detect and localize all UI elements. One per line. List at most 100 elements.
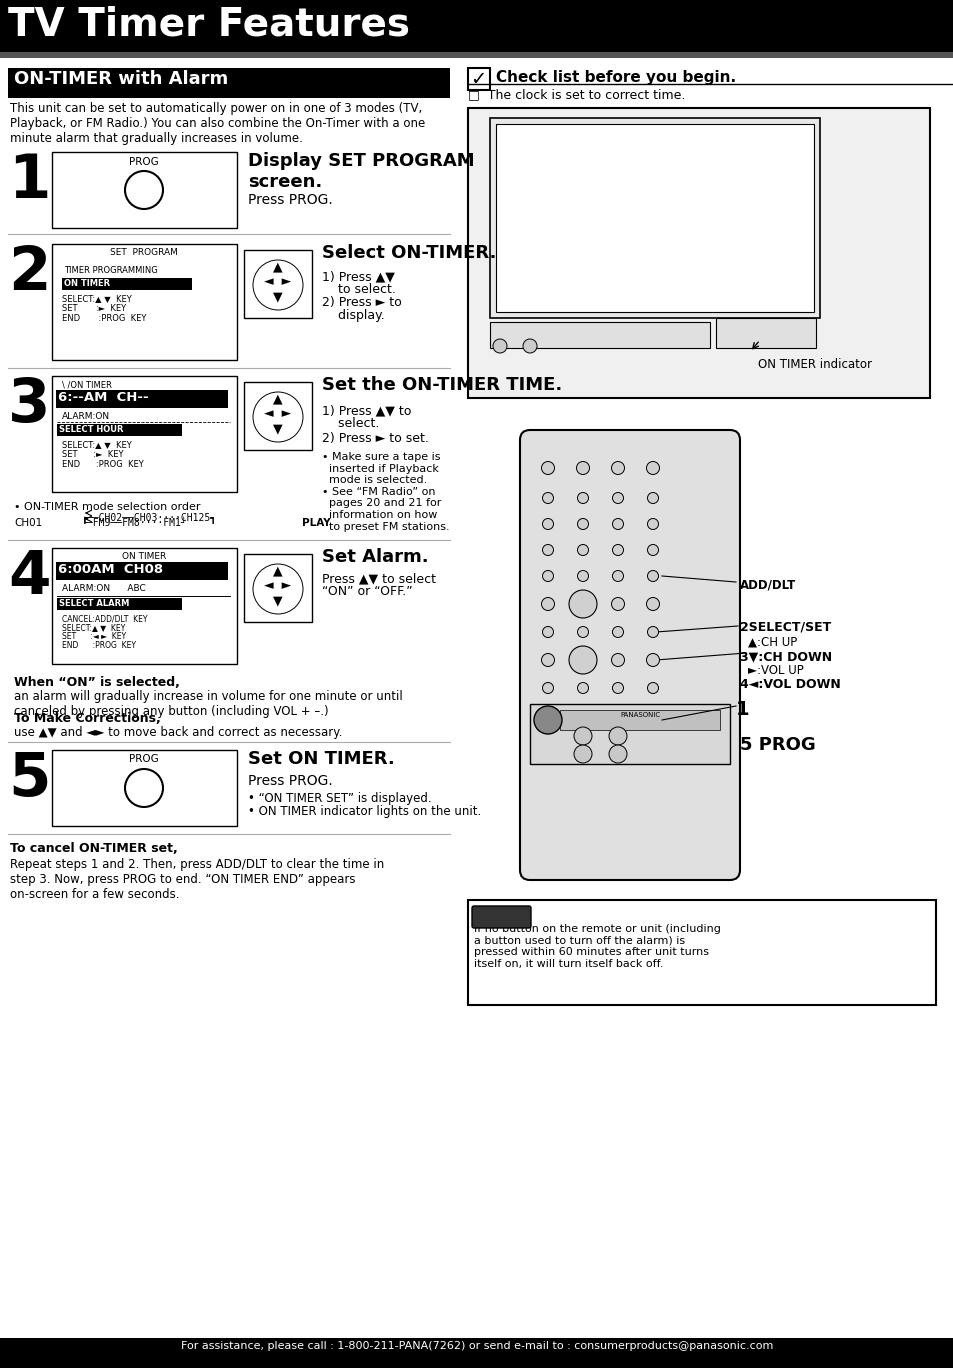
Text: • ON TIMER indicator lights on the unit.: • ON TIMER indicator lights on the unit. [248, 804, 480, 818]
Text: 2) Press ► to set.: 2) Press ► to set. [322, 432, 429, 445]
Text: ┏──CH02──CH03····CH125┓: ┏──CH02──CH03····CH125┓ [82, 512, 217, 523]
Text: └─FM9──FM8····FM1┘: └─FM9──FM8····FM1┘ [82, 518, 188, 528]
Bar [468, 900, 935, 1005]
Bar [496, 124, 813, 312]
Bar [8, 68, 450, 98]
Text: ◄  ►: ◄ ► [264, 275, 292, 289]
Text: PROG: PROG [129, 157, 159, 167]
Text: ▼: ▼ [273, 594, 282, 607]
Text: Set ON TIMER.: Set ON TIMER. [248, 750, 395, 767]
Circle shape [612, 492, 623, 503]
Circle shape [647, 683, 658, 694]
Circle shape [125, 171, 163, 209]
Circle shape [577, 570, 588, 581]
Text: 6:00AM  CH08: 6:00AM CH08 [58, 564, 163, 576]
Text: ◄  ►: ◄ ► [264, 408, 292, 420]
Circle shape [541, 654, 554, 666]
Text: When “ON” is selected,: When “ON” is selected, [14, 676, 180, 689]
Text: 2: 2 [8, 244, 51, 302]
Bar [0, 52, 953, 57]
Text: 4: 4 [8, 549, 51, 607]
Bar [490, 321, 709, 347]
Circle shape [611, 598, 624, 610]
Circle shape [542, 518, 553, 529]
Text: SET       :►  KEY: SET :► KEY [62, 304, 126, 313]
Text: 5 PROG: 5 PROG [740, 736, 815, 754]
Text: Set Alarm.: Set Alarm. [322, 549, 428, 566]
Text: Press ▲▼ to select: Press ▲▼ to select [322, 572, 436, 586]
Circle shape [541, 598, 554, 610]
Bar [52, 750, 236, 826]
Bar [52, 244, 236, 360]
Circle shape [542, 627, 553, 637]
Bar [60, 1338, 949, 1368]
Circle shape [576, 461, 589, 475]
Text: • ON-TIMER mode selection order: • ON-TIMER mode selection order [14, 502, 200, 512]
Circle shape [612, 544, 623, 555]
Text: END      :PROG  KEY: END :PROG KEY [62, 642, 136, 650]
Text: to select.: to select. [322, 283, 395, 295]
Text: ▲: ▲ [273, 260, 282, 274]
Circle shape [577, 683, 588, 694]
Circle shape [647, 518, 658, 529]
Text: Repeat steps 1 and 2. Then, press ADD/DLT to clear the time in
step 3. Now, pres: Repeat steps 1 and 2. Then, press ADD/DL… [10, 858, 384, 902]
Text: Press PROG.: Press PROG. [248, 193, 333, 207]
Text: 16: 16 [10, 1341, 35, 1358]
Text: 4◄:VOL DOWN: 4◄:VOL DOWN [740, 679, 840, 691]
Bar [62, 278, 192, 290]
Text: SELECT:▲ ▼  KEY: SELECT:▲ ▼ KEY [62, 622, 125, 632]
Text: This unit can be set to automatically power on in one of 3 modes (TV,
Playback, : This unit can be set to automatically po… [10, 103, 425, 145]
Text: ON TIMER: ON TIMER [122, 553, 166, 561]
Text: ▲: ▲ [273, 393, 282, 405]
Text: For assistance, please call : 1-800-211-PANA(7262) or send e-mail to : consumerp: For assistance, please call : 1-800-211-… [181, 1341, 772, 1352]
Circle shape [577, 627, 588, 637]
Bar [716, 317, 815, 347]
Text: \ /ON TIMER: \ /ON TIMER [62, 380, 112, 389]
Text: 1: 1 [735, 700, 749, 720]
Bar [468, 68, 490, 90]
Circle shape [542, 544, 553, 555]
Circle shape [647, 627, 658, 637]
Circle shape [608, 746, 626, 763]
Circle shape [568, 646, 597, 674]
Circle shape [542, 492, 553, 503]
Circle shape [568, 590, 597, 618]
Text: 3▼:CH DOWN: 3▼:CH DOWN [740, 650, 831, 663]
Circle shape [493, 339, 506, 353]
Text: 2) Press ► to: 2) Press ► to [322, 295, 401, 309]
Text: Select ON-TIMER.: Select ON-TIMER. [322, 244, 496, 263]
Text: display.: display. [322, 309, 384, 321]
Text: Check list before you begin.: Check list before you begin. [496, 70, 736, 85]
Text: an alarm will gradually increase in volume for one minute or until
canceled by p: an alarm will gradually increase in volu… [14, 689, 402, 718]
Text: ▲:CH UP: ▲:CH UP [747, 636, 797, 648]
Text: • Make sure a tape is
  inserted if Playback
  mode is selected.
• See “FM Radio: • Make sure a tape is inserted if Playba… [322, 451, 449, 532]
Circle shape [647, 570, 658, 581]
Circle shape [574, 726, 592, 746]
Bar [0, 0, 953, 52]
Circle shape [542, 683, 553, 694]
Bar [57, 598, 182, 610]
Bar [56, 390, 228, 408]
Circle shape [612, 627, 623, 637]
Text: ON-TIMER with Alarm: ON-TIMER with Alarm [14, 70, 228, 88]
Text: Display SET PROGRAM
screen.: Display SET PROGRAM screen. [248, 152, 475, 190]
FancyBboxPatch shape [519, 430, 740, 880]
Text: If no button on the remote or unit (including
a button used to turn off the alar: If no button on the remote or unit (incl… [474, 923, 720, 969]
Text: ◄  ►: ◄ ► [264, 579, 292, 592]
Text: PROG: PROG [129, 754, 159, 763]
Text: To cancel ON-TIMER set,: To cancel ON-TIMER set, [10, 841, 177, 855]
Circle shape [534, 706, 561, 735]
Circle shape [647, 492, 658, 503]
Circle shape [125, 769, 163, 807]
Bar [490, 118, 820, 317]
Text: CH01: CH01 [14, 518, 42, 528]
Text: To Make Corrections,: To Make Corrections, [14, 711, 161, 725]
Circle shape [577, 492, 588, 503]
Text: 1: 1 [8, 152, 51, 211]
Text: 6:--AM  CH--: 6:--AM CH-- [58, 391, 149, 404]
Circle shape [611, 654, 624, 666]
Text: ON TIMER indicator: ON TIMER indicator [758, 358, 871, 371]
Circle shape [608, 726, 626, 746]
Bar [530, 705, 729, 763]
Bar [52, 376, 236, 492]
